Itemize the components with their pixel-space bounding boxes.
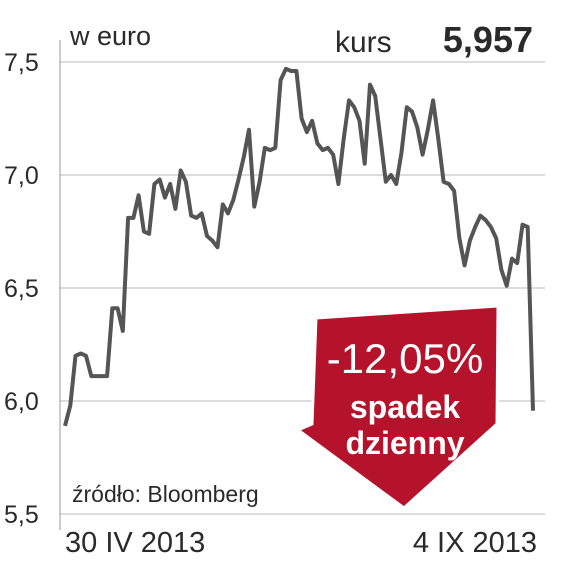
annotation: -12,05% (327, 335, 483, 382)
y-tick-label: 7,5 (4, 49, 39, 77)
last-label: kurs (335, 26, 392, 59)
source: źródło: Bloomberg (72, 481, 259, 507)
value-label: 5,957 (443, 19, 533, 60)
y-tick-label: 7,0 (4, 162, 39, 190)
annotation-line: dzienny (345, 425, 464, 461)
annotation-line: spadek (350, 389, 460, 425)
y-tick-label: 5,5 (4, 501, 39, 529)
y-tick-label: 6,5 (4, 275, 39, 303)
x-tick-label: 30 IV 2013 (65, 527, 205, 559)
price-line (63, 66, 535, 427)
annotation-arrow (294, 304, 500, 510)
x-tick-label: 4 IX 2013 (413, 527, 537, 559)
unit-label: w euro (69, 21, 151, 51)
y-tick-label: 6,0 (4, 388, 39, 416)
